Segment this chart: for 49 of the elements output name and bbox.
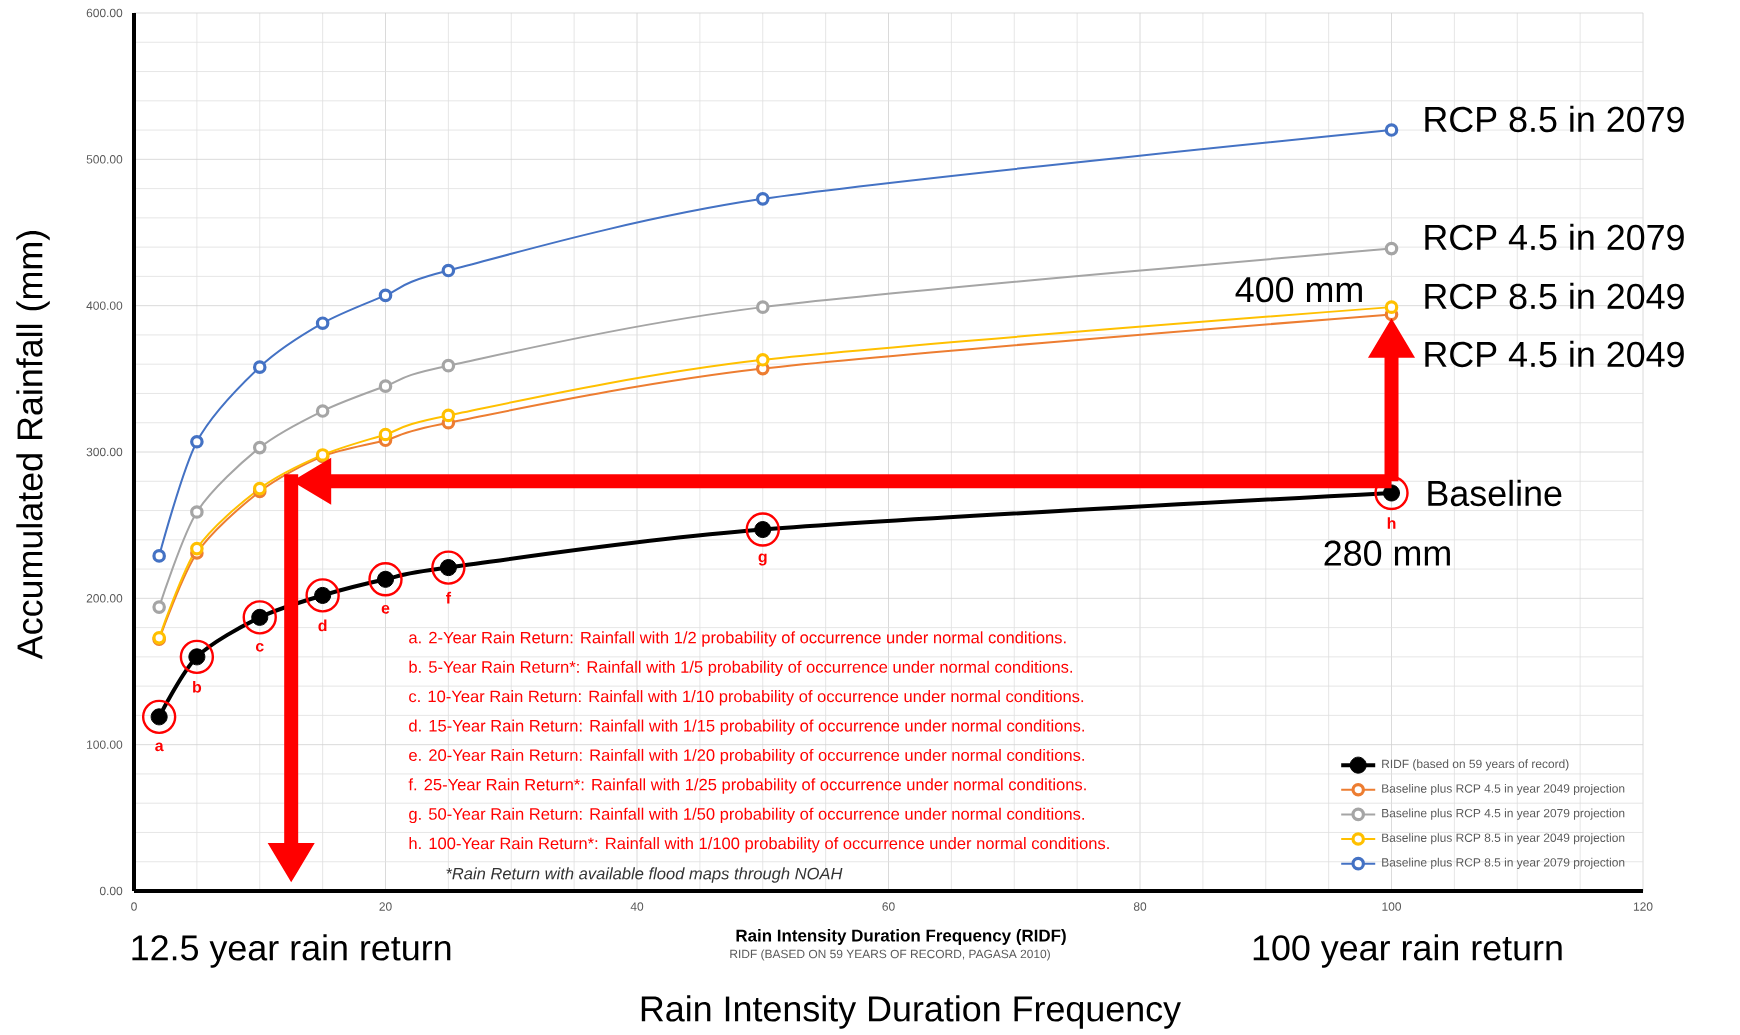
annotation: RCP 4.5 in 2079 <box>1425 223 1684 251</box>
y-tick-label: 600.00 <box>86 8 123 18</box>
y-tick-label: 300.00 <box>86 447 123 457</box>
annotation: RCP 4.5 in 2049 <box>1425 340 1684 368</box>
legend-label: Baseline plus RCP 8.5 in year 2079 projection <box>1382 857 1625 869</box>
annotation: g <box>758 553 767 566</box>
annotation: a. 2-Year Rain Return: Rainfall with 1/2 probability of occurrence under normal conditions. <box>409 631 1066 647</box>
text: Rain Intensity Duration Frequency <box>641 995 1181 1029</box>
annotation: g. 50-Year Rain Return: Rainfall with 1/50 probability of occurrence under normal conditions. <box>409 807 1084 824</box>
annotation: 280 mm <box>1324 540 1450 566</box>
legend-label: Baseline plus RCP 4.5 in year 2079 projection <box>1382 808 1625 820</box>
annotation: h <box>1387 517 1396 529</box>
x-tick-label: 0 <box>131 902 137 911</box>
legend-label: Baseline plus RCP 8.5 in year 2049 projection <box>1382 833 1625 845</box>
y-tick-label: 500.00 <box>86 155 123 164</box>
annotation: b. 5-Year Rain Return*: Rainfall with 1/5 probability of occurrence under normal conditions. <box>409 660 1073 677</box>
text: 100 year rain return <box>1253 934 1562 968</box>
annotation: h. 100-Year Rain Return*: Rainfall with 1/100 probability of occurrence under normal conditions. <box>409 837 1109 853</box>
y-tick-label: 400.00 <box>86 301 123 310</box>
x-axis-title: Rain Intensity Duration Frequency (RIDF) <box>736 929 1066 945</box>
legend-label: Baseline plus RCP 4.5 in year 2049 projection <box>1382 783 1625 796</box>
annotation: RCP 8.5 in 2079 <box>1425 105 1684 133</box>
ref-line-label: 12.5 year rain return <box>132 934 451 968</box>
annotation: a <box>155 742 164 752</box>
annotation: b <box>193 681 202 693</box>
annotation: d. 15-Year Rain Return: Rainfall with 1/15 probability of occurrence under normal conditions. <box>409 719 1084 735</box>
x-tick-label: 40 <box>630 902 644 911</box>
x-tick-label: 100 <box>1382 902 1402 911</box>
legend-label: RIDF (based on 59 years of record) <box>1382 759 1569 771</box>
x-tick-label: 20 <box>379 902 392 911</box>
text: RIDF (BASED ON 59 YEARS OF RECORD, PAGASA 2010) <box>730 949 1050 961</box>
y-axis-title: Accumulated Rainfall (mm) <box>16 231 50 660</box>
annotation: RCP 8.5 in 2049 <box>1425 282 1684 310</box>
annotation: f. 25-Year Rain Return*: Rainfall with 1/25 probability of occurrence under normal conditions. <box>408 778 1086 794</box>
y-tick-label: 100.00 <box>87 740 123 749</box>
annotation: e. 20-Year Rain Return: Rainfall with 1/20 probability of occurrence under normal conditions. <box>409 748 1084 765</box>
annotation: d <box>318 619 327 632</box>
annotation: c. 10-Year Rain Return: Rainfall with 1/10 probability of occurrence under normal conditions. <box>409 690 1084 706</box>
annotation: 400 mm <box>1235 276 1362 303</box>
y-tick-label: 0.00 <box>99 886 123 896</box>
annotation: e <box>381 604 390 614</box>
annotation: *Rain Return with available flood maps through NOAH <box>446 867 843 883</box>
x-tick-label: 120 <box>1633 902 1653 911</box>
x-tick-label: 80 <box>1133 902 1147 911</box>
annotation: f <box>446 591 452 604</box>
annotation: Baseline <box>1428 479 1562 507</box>
annotation: c <box>255 643 264 652</box>
x-tick-label: 60 <box>882 902 895 911</box>
y-tick-label: 200.00 <box>86 594 123 603</box>
